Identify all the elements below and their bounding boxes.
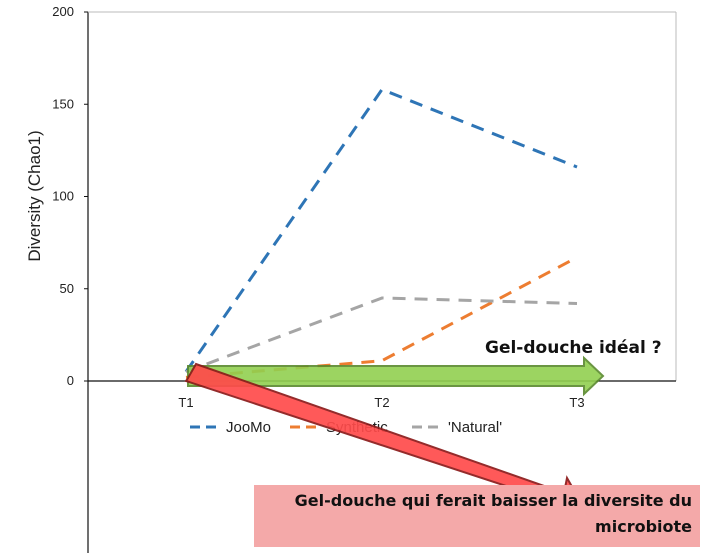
x-tick-label: T3 [569, 395, 584, 410]
x-tick-label: T2 [374, 395, 389, 410]
red-annotation-box: Gel-douche qui ferait baisser la diversi… [254, 485, 700, 547]
y-tick-label: 100 [52, 189, 74, 204]
red-annotation-text: Gel-douche qui ferait baisser la diversi… [294, 491, 692, 536]
y-tick-label: 50 [60, 281, 74, 296]
x-tick-label: T1 [178, 395, 193, 410]
series-line-joomo [184, 87, 578, 373]
y-tick-label: 150 [52, 96, 74, 111]
green-arrow-label: Gel-douche idéal ? [485, 338, 662, 358]
plot-frame [87, 11, 677, 553]
legend-label: JooMo [226, 419, 271, 436]
legend-label: 'Natural' [448, 419, 502, 436]
y-tick-label: 200 [52, 4, 74, 19]
y-axis-label: Diversity (Chao1) [25, 130, 44, 261]
y-tick-label: 0 [67, 373, 74, 388]
series-line-natural [185, 296, 578, 374]
